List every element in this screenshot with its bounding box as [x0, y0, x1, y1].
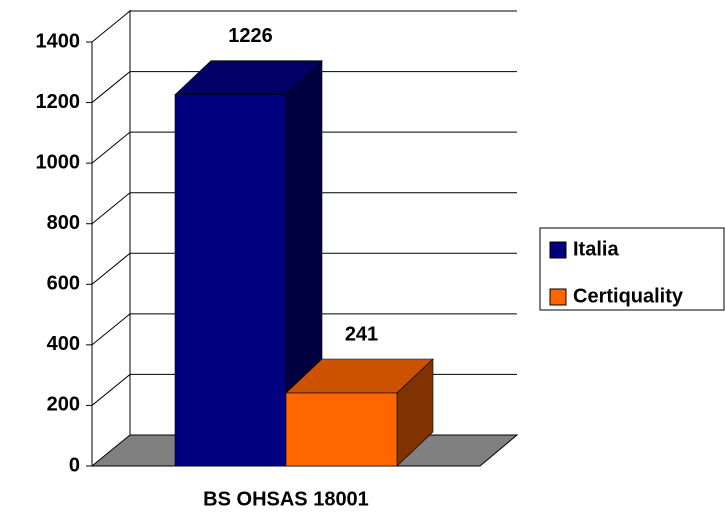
y-tick-label: 1200	[36, 91, 81, 113]
bar-front	[285, 392, 398, 467]
x-tick-label: BS OHSAS 18001	[203, 488, 369, 510]
bar	[174, 60, 323, 467]
legend-label: Certiquality	[573, 285, 684, 307]
y-tick-label: 0	[69, 454, 80, 476]
grid-line	[91, 192, 517, 225]
y-tick-label: 400	[47, 333, 80, 355]
legend-swatch	[549, 288, 567, 306]
y-tick-label: 800	[47, 212, 80, 234]
data-label: 1226	[228, 25, 273, 47]
grid-line	[91, 313, 517, 346]
data-label: 241	[345, 323, 378, 345]
y-tick-label: 200	[47, 394, 80, 416]
y-tick-label: 1400	[36, 30, 81, 52]
legend: Italia Certiquality	[539, 227, 725, 311]
grid-line	[91, 252, 517, 285]
legend-label: Italia	[573, 238, 619, 260]
grid-line	[91, 10, 517, 43]
legend-swatch	[549, 241, 567, 259]
bar-front	[174, 94, 287, 467]
y-tick-label: 600	[47, 273, 80, 295]
grid-line	[91, 131, 517, 164]
y-tick-label: 1000	[36, 151, 81, 173]
bar	[285, 358, 434, 467]
grid-line	[91, 71, 517, 103]
legend-box	[539, 227, 725, 311]
